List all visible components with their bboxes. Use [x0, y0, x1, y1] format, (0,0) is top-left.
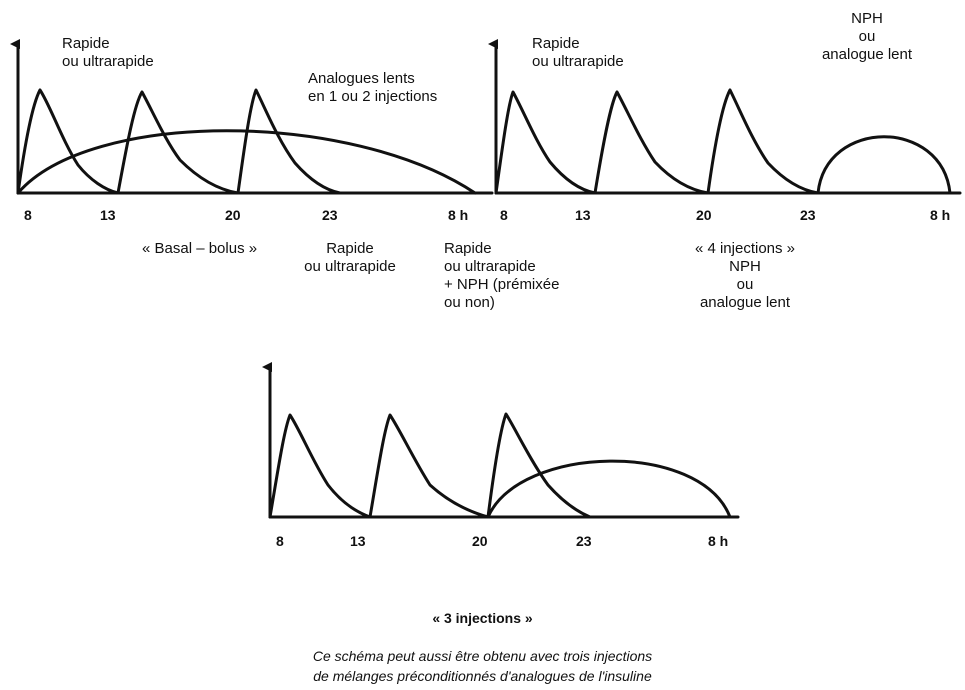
caption-basal-bolus: « Basal – bolus »: [142, 240, 258, 257]
label-nph-b-line3: analogue lent: [821, 46, 913, 63]
panel-basal-bolus: [10, 39, 494, 195]
label-rapide-b-line2: ou ultrarapide: [532, 53, 624, 70]
tick-a-8h: 8 h: [448, 207, 469, 223]
peak-a-1: [16, 88, 120, 195]
tick-c-13: 13: [350, 533, 366, 549]
label-rapide-a-line1: Rapide: [62, 35, 110, 52]
label-rapide-mid-line2: ou ultrarapide: [304, 258, 396, 275]
peak-c-1: [268, 413, 372, 519]
tick-c-8: 8: [276, 533, 284, 549]
label-rapide-nph-line4: ou non): [444, 294, 495, 311]
tick-b-23: 23: [800, 207, 816, 223]
label-rapide-a: Rapide ou ultrarapide: [62, 35, 154, 71]
caption-4-injections-title: « 4 injections »: [694, 240, 796, 257]
nph-curve-c: [486, 459, 732, 519]
caption-4-injections-line4: analogue lent: [699, 294, 791, 311]
note-line1: Ce schéma peut aussi être obtenu avec tr…: [312, 648, 653, 664]
label-rapide-b-line1: Rapide: [532, 35, 580, 52]
label-analogues-lents: Analogues lents en 1 ou 2 injections: [308, 70, 437, 106]
tick-c-23: 23: [576, 533, 592, 549]
tick-a-8: 8: [24, 207, 32, 223]
note-line2: de mélanges préconditionnés d'analogues …: [313, 668, 652, 684]
tick-a-13: 13: [100, 207, 116, 223]
tick-b-8h: 8 h: [930, 207, 951, 223]
peak-c-3: [486, 412, 592, 519]
caption-4-injections-line2: NPH: [729, 258, 761, 275]
note-3-injections: Ce schéma peut aussi être obtenu avec tr…: [0, 646, 965, 686]
label-nph-b: NPH ou analogue lent: [802, 10, 932, 64]
label-lents-line2: en 1 ou 2 injections: [308, 88, 438, 105]
tick-c-20: 20: [472, 533, 488, 549]
peak-b-3: [706, 88, 820, 195]
panel-3-injections: [262, 362, 740, 519]
caption-4-injections-line3: ou: [736, 276, 754, 293]
label-rapide-nph-line3: + NPH (prémixée: [444, 276, 560, 293]
peak-b-2: [593, 90, 710, 195]
label-lents-line1: Analogues lents: [308, 70, 415, 87]
basal-curve-a: [16, 129, 477, 195]
label-rapide-mid: Rapide ou ultrarapide: [280, 240, 420, 276]
panel-4-injections: [488, 39, 962, 195]
tick-c-8h: 8 h: [708, 533, 729, 549]
label-rapide-nph-line2: ou ultrarapide: [444, 258, 536, 275]
label-rapide-nph-line1: Rapide: [444, 240, 492, 257]
tick-b-20: 20: [696, 207, 712, 223]
label-rapide-b: Rapide ou ultrarapide: [532, 35, 624, 71]
label-rapide-nph: Rapide ou ultrarapide + NPH (prémixée ou…: [444, 240, 559, 312]
label-rapide-mid-line1: Rapide: [326, 240, 374, 257]
caption-3-injections: « 3 injections »: [432, 610, 533, 626]
peak-b-1: [494, 90, 597, 195]
tick-a-23: 23: [322, 207, 338, 223]
nph-curve-b: [816, 135, 952, 195]
peak-c-2: [368, 413, 490, 519]
peak-a-3: [236, 88, 342, 195]
peak-a-2: [116, 90, 240, 195]
label-nph-b-line1: NPH: [851, 10, 883, 27]
label-nph-b-line2: ou: [858, 28, 876, 45]
tick-a-20: 20: [225, 207, 241, 223]
tick-b-8: 8: [500, 207, 508, 223]
caption-4-injections: « 4 injections » NPH ou analogue lent: [670, 240, 820, 312]
label-rapide-a-line2: ou ultrarapide: [62, 53, 154, 70]
tick-b-13: 13: [575, 207, 591, 223]
